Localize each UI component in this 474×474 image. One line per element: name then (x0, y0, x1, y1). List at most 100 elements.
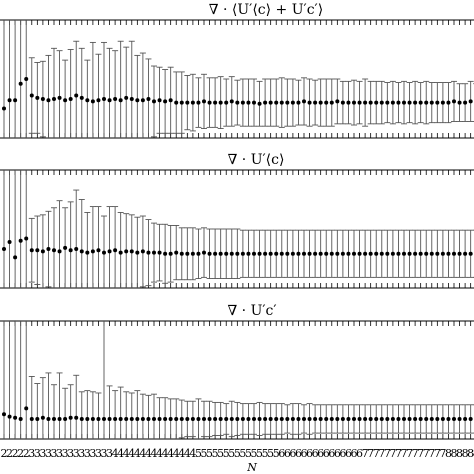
data-point (2, 106, 6, 111)
data-point (152, 250, 156, 255)
data-point (307, 416, 312, 421)
data-point (163, 251, 168, 256)
data-point (379, 416, 384, 421)
x-tick-label: 7 (423, 447, 430, 460)
data-point (196, 251, 201, 256)
data-point (229, 416, 234, 421)
data-point (52, 248, 56, 253)
x-tick-label: 3 (28, 447, 35, 460)
data-point (140, 249, 145, 254)
x-tick-label: 6 (339, 447, 346, 460)
data-point (46, 98, 51, 103)
x-tick-label: 7 (406, 447, 413, 460)
data-point (152, 416, 156, 421)
x-tick-label: 5 (251, 447, 258, 460)
x-tick-label: 4 (145, 447, 152, 460)
data-point (452, 99, 456, 104)
data-point (357, 416, 362, 421)
data-point (402, 251, 406, 256)
data-point (374, 100, 379, 105)
data-point (407, 251, 412, 256)
x-tick-label: 6 (351, 447, 358, 460)
data-point (35, 248, 40, 253)
x-tick-label: 6 (328, 447, 335, 460)
x-tick-label: 8 (467, 447, 474, 460)
x-tick-label: 4 (162, 447, 169, 460)
data-point (290, 100, 295, 105)
data-point (213, 251, 218, 256)
data-point (229, 99, 234, 104)
x-tick-label: 2 (12, 447, 19, 460)
data-point (224, 416, 229, 421)
data-point (90, 416, 95, 421)
data-point (107, 98, 112, 103)
data-point (335, 251, 340, 256)
data-point (457, 251, 462, 256)
data-point (157, 416, 162, 421)
data-point (135, 250, 140, 255)
data-point (318, 100, 323, 105)
data-point (185, 416, 190, 421)
x-tick-label: 5 (217, 447, 224, 460)
x-tick-label: 4 (139, 447, 146, 460)
panel-top-title: ∇ · ⟨U′⟨c⟩ + U′c′⟩ (209, 2, 323, 18)
data-point (35, 95, 40, 100)
data-point (440, 416, 445, 421)
x-tick-label: 6 (312, 447, 319, 460)
data-point (357, 251, 362, 256)
data-point (68, 415, 73, 420)
x-tick-label: 3 (95, 447, 102, 460)
x-tick-label: 6 (323, 447, 330, 460)
data-point (174, 100, 179, 105)
data-point (302, 251, 306, 256)
data-point (302, 416, 306, 421)
data-point (468, 416, 473, 421)
x-tick-label: 4 (117, 447, 124, 460)
data-point (252, 100, 256, 105)
data-point (63, 98, 68, 103)
x-tick-label: 5 (262, 447, 269, 460)
data-point (329, 251, 334, 256)
data-point (357, 100, 362, 105)
data-point (252, 416, 256, 421)
data-point (407, 416, 412, 421)
data-point (202, 416, 206, 421)
data-point (374, 251, 379, 256)
data-point (63, 416, 68, 421)
x-tick-label: 6 (317, 447, 324, 460)
data-point (163, 99, 168, 104)
data-point (435, 416, 440, 421)
data-point (390, 251, 395, 256)
data-point (207, 416, 212, 421)
x-tick-label: 2 (6, 447, 13, 460)
data-point (2, 412, 6, 417)
data-point (18, 81, 23, 86)
data-point (268, 100, 273, 105)
data-point (107, 416, 112, 421)
data-point (218, 100, 223, 105)
data-point (263, 100, 268, 105)
data-point (274, 251, 279, 256)
data-point (96, 416, 101, 421)
data-point (202, 99, 206, 104)
x-tick-label: 6 (345, 447, 352, 460)
data-point (235, 416, 240, 421)
data-point (363, 251, 368, 256)
x-tick-label: 8 (473, 447, 474, 460)
data-point (140, 98, 145, 103)
data-point (13, 415, 18, 420)
data-point (18, 416, 23, 421)
data-point (18, 238, 23, 243)
data-point (52, 97, 56, 102)
x-tick-label: 6 (289, 447, 296, 460)
data-point (146, 97, 151, 102)
x-tick-label: 3 (56, 447, 63, 460)
data-point (396, 416, 401, 421)
data-point (29, 416, 34, 421)
data-point (435, 100, 440, 105)
data-point (263, 251, 268, 256)
data-point (118, 250, 123, 255)
data-point (352, 100, 356, 105)
x-tick-label: 3 (39, 447, 46, 460)
data-point (290, 251, 295, 256)
